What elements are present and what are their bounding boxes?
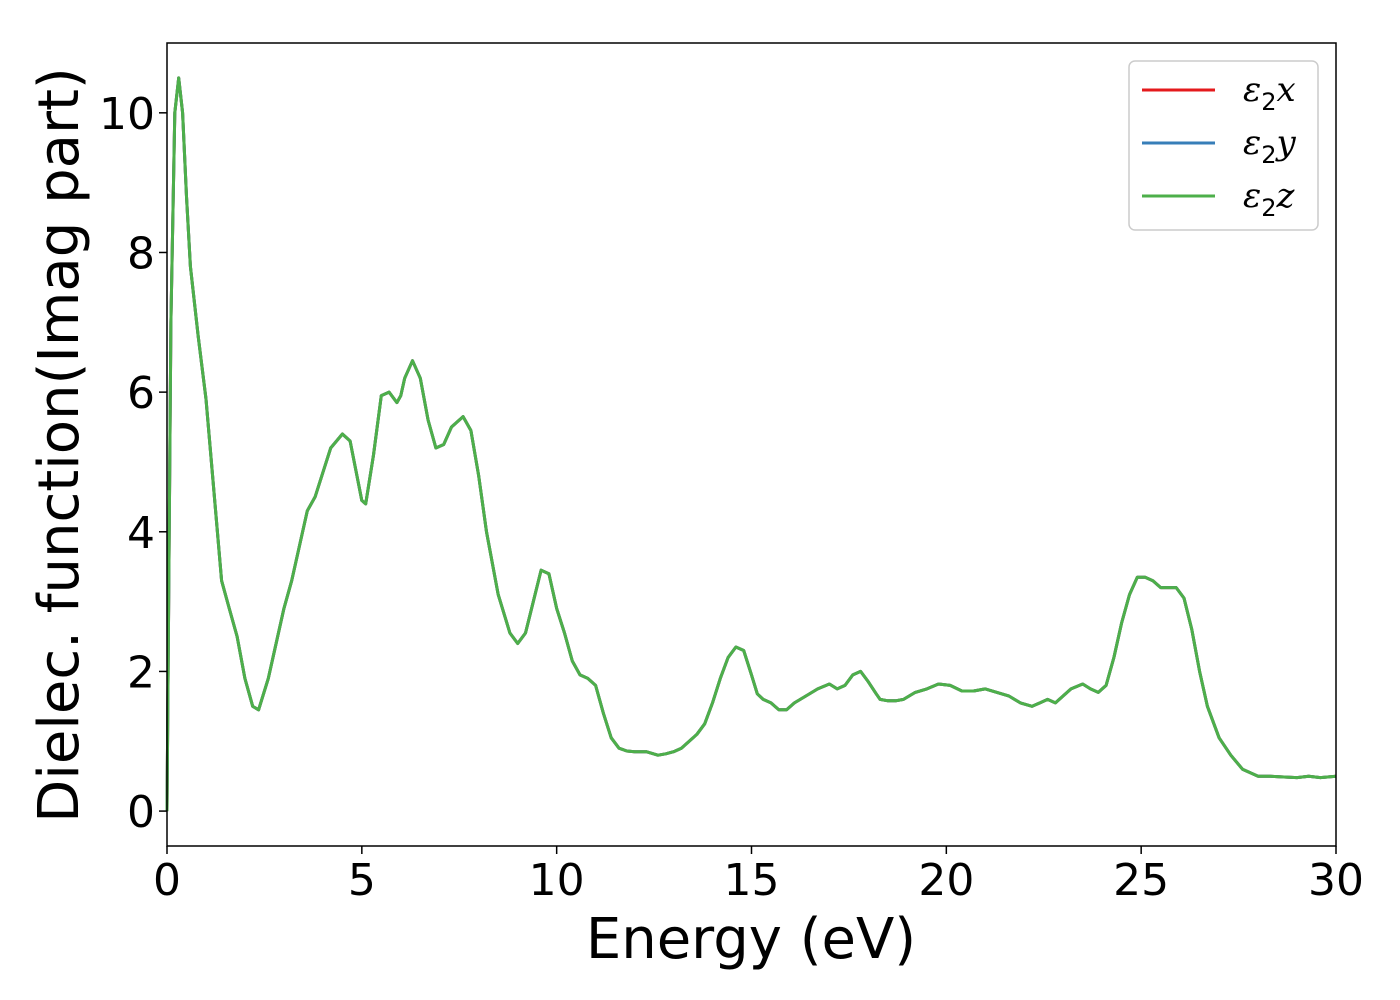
x-tick-label: 25: [1113, 855, 1169, 906]
legend-label-z: ε2z: [1243, 176, 1296, 222]
x-tick-label: 15: [724, 855, 780, 906]
legend-label-tail: y: [1275, 123, 1297, 163]
legend-label-tail: x: [1277, 70, 1296, 110]
x-tick-label: 5: [348, 855, 376, 906]
x-tick-label: 10: [529, 855, 585, 906]
legend-label-main: ε: [1243, 70, 1261, 110]
x-axis-label: Energy (eV): [586, 907, 916, 972]
y-tick-label: 10: [99, 89, 155, 140]
legend-label-main: ε: [1243, 123, 1261, 163]
x-tick-label: 20: [918, 855, 974, 906]
legend-label-main: ε: [1243, 176, 1261, 216]
legend-label-y: ε2y: [1243, 123, 1297, 169]
legend-label-subscript: 2: [1261, 88, 1276, 116]
y-tick-label: 4: [127, 508, 155, 559]
series-layer: [165, 76, 1337, 812]
y-tick-label: 6: [127, 368, 155, 419]
y-axis-ticks: 0 2 4 6 8 10: [99, 89, 167, 838]
x-tick-label: 0: [153, 855, 181, 906]
legend-label-x: ε2x: [1243, 70, 1296, 116]
y-tick-label: 0: [127, 787, 155, 838]
y-tick-label: 2: [127, 647, 155, 698]
y-axis-label: Dielec. function(Imag part): [27, 67, 92, 823]
legend-label-tail: z: [1276, 176, 1296, 216]
x-axis-ticks: 0 5 10 15 20 25 30: [153, 846, 1364, 906]
y-tick-label: 8: [127, 228, 155, 279]
x-tick-label: 30: [1308, 855, 1364, 906]
legend-box: [1128, 60, 1319, 231]
series-line-z: [165, 76, 1337, 812]
legend-label-subscript: 2: [1261, 141, 1276, 169]
legend-label-subscript: 2: [1261, 194, 1276, 222]
